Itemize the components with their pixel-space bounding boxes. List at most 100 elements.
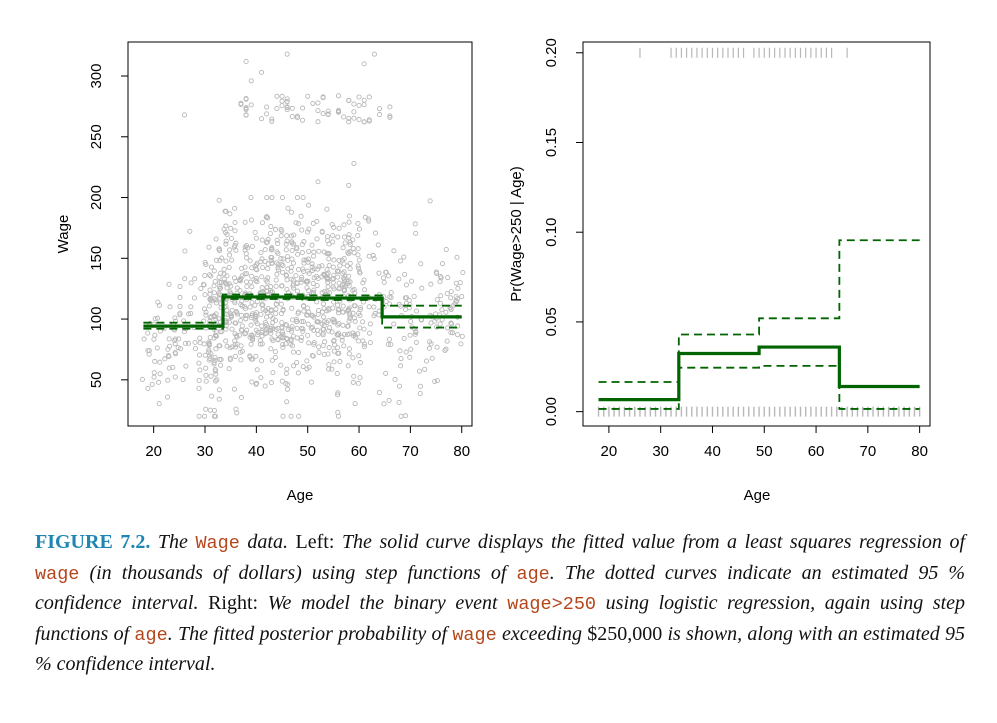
- scatter-point: [288, 338, 294, 344]
- scatter-point: [268, 308, 274, 314]
- x-tick-label: 80: [453, 443, 470, 460]
- left-chart-panel: 20 30 40 50 60 70 80 50 100 150 200 250 300 Age Wag…: [55, 41, 473, 504]
- scatter-point: [284, 51, 290, 57]
- scatter-point: [242, 306, 248, 312]
- scatter-point: [218, 357, 224, 363]
- scatter-point: [341, 222, 347, 228]
- scatter-point: [335, 109, 342, 115]
- scatter-point: [249, 244, 255, 250]
- scatter-point: [330, 284, 336, 290]
- scatter-point: [285, 266, 291, 272]
- scatter-point: [280, 413, 286, 419]
- scatter-point: [383, 269, 389, 275]
- scatter-point: [306, 248, 312, 254]
- scatter-point: [356, 94, 362, 100]
- scatter-point: [166, 365, 172, 371]
- scatter-point: [305, 321, 311, 327]
- scatter-point: [239, 327, 245, 333]
- scatter-point: [371, 313, 377, 319]
- scatter-point: [280, 344, 286, 350]
- scatter-point: [340, 303, 346, 309]
- scatter-point: [216, 197, 222, 203]
- scatter-point: [336, 257, 342, 263]
- scatter-point: [437, 321, 443, 327]
- scatter-point: [360, 280, 366, 286]
- scatter-point: [238, 312, 245, 318]
- scatter-point: [401, 335, 407, 341]
- scatter-point: [300, 105, 306, 111]
- scatter-point: [272, 226, 279, 233]
- scatter-point: [234, 334, 240, 340]
- scatter-point: [320, 314, 327, 320]
- scatter-point: [232, 300, 238, 306]
- scatter-point: [346, 232, 352, 238]
- scatter-point: [233, 344, 239, 350]
- caption-text: . The dotted curves indicate an estimate…: [35, 561, 966, 615]
- scatter-point: [417, 391, 423, 397]
- scatter-point: [213, 333, 219, 339]
- scatter-point: [325, 238, 331, 244]
- scatter-point: [458, 341, 464, 347]
- scatter-point: [232, 341, 238, 347]
- scatter-point: [227, 247, 233, 253]
- scatter-point: [434, 344, 440, 350]
- right-step-fit: [598, 239, 920, 410]
- scatter-point: [413, 230, 419, 236]
- scatter-point: [341, 256, 347, 262]
- caption-text: Left:: [295, 531, 335, 553]
- scatter-point: [221, 266, 227, 272]
- scatter-point: [325, 318, 331, 324]
- scatter-point: [361, 97, 367, 103]
- scatter-point: [371, 51, 377, 57]
- scatter-point: [294, 246, 300, 252]
- scatter-point: [300, 363, 306, 370]
- scatter-point: [255, 332, 261, 338]
- scatter-point: [335, 274, 341, 280]
- x-tick-label: 50: [299, 443, 316, 460]
- scatter-point: [270, 319, 276, 326]
- scatter-point: [345, 273, 352, 279]
- x-tick-label: 80: [911, 443, 928, 460]
- scatter-point: [375, 242, 381, 248]
- scatter-point: [366, 94, 372, 100]
- scatter-point: [283, 247, 289, 253]
- scatter-point: [165, 377, 171, 383]
- scatter-point: [221, 276, 227, 282]
- scatter-point: [255, 329, 261, 335]
- scatter-point: [355, 331, 361, 337]
- scatter-point: [207, 291, 213, 297]
- left-x-axis-label: Age: [287, 487, 314, 504]
- scatter-point: [324, 206, 330, 212]
- scatter-point: [361, 287, 368, 293]
- scatter-point: [211, 408, 217, 414]
- scatter-point: [326, 262, 332, 269]
- scatter-point: [315, 108, 321, 114]
- caption-code: Wage: [195, 533, 240, 554]
- scatter-point: [295, 310, 301, 317]
- scatter-point: [295, 370, 301, 376]
- scatter-point: [170, 364, 176, 370]
- scatter-point: [279, 261, 285, 267]
- scatter-point: [371, 256, 377, 262]
- scatter-point: [288, 326, 294, 332]
- scatter-point: [206, 339, 212, 345]
- y-tick-label: 100: [88, 307, 105, 332]
- scatter-point: [260, 302, 266, 308]
- scatter-point: [350, 245, 356, 251]
- scatter-point: [268, 257, 274, 264]
- scatter-point: [211, 268, 217, 274]
- scatter-point: [319, 263, 325, 269]
- scatter-point: [290, 277, 296, 283]
- scatter-point: [356, 265, 362, 271]
- scatter-point: [355, 252, 361, 258]
- scatter-point: [351, 303, 357, 309]
- scatter-point: [388, 289, 394, 296]
- scatter-point: [257, 341, 263, 347]
- scatter-point: [238, 101, 244, 107]
- scatter-point: [336, 307, 342, 313]
- scatter-point: [165, 346, 171, 352]
- ci-lower-line: [598, 364, 920, 410]
- scatter-point: [361, 326, 367, 332]
- scatter-point: [291, 232, 297, 238]
- scatter-point: [213, 236, 219, 242]
